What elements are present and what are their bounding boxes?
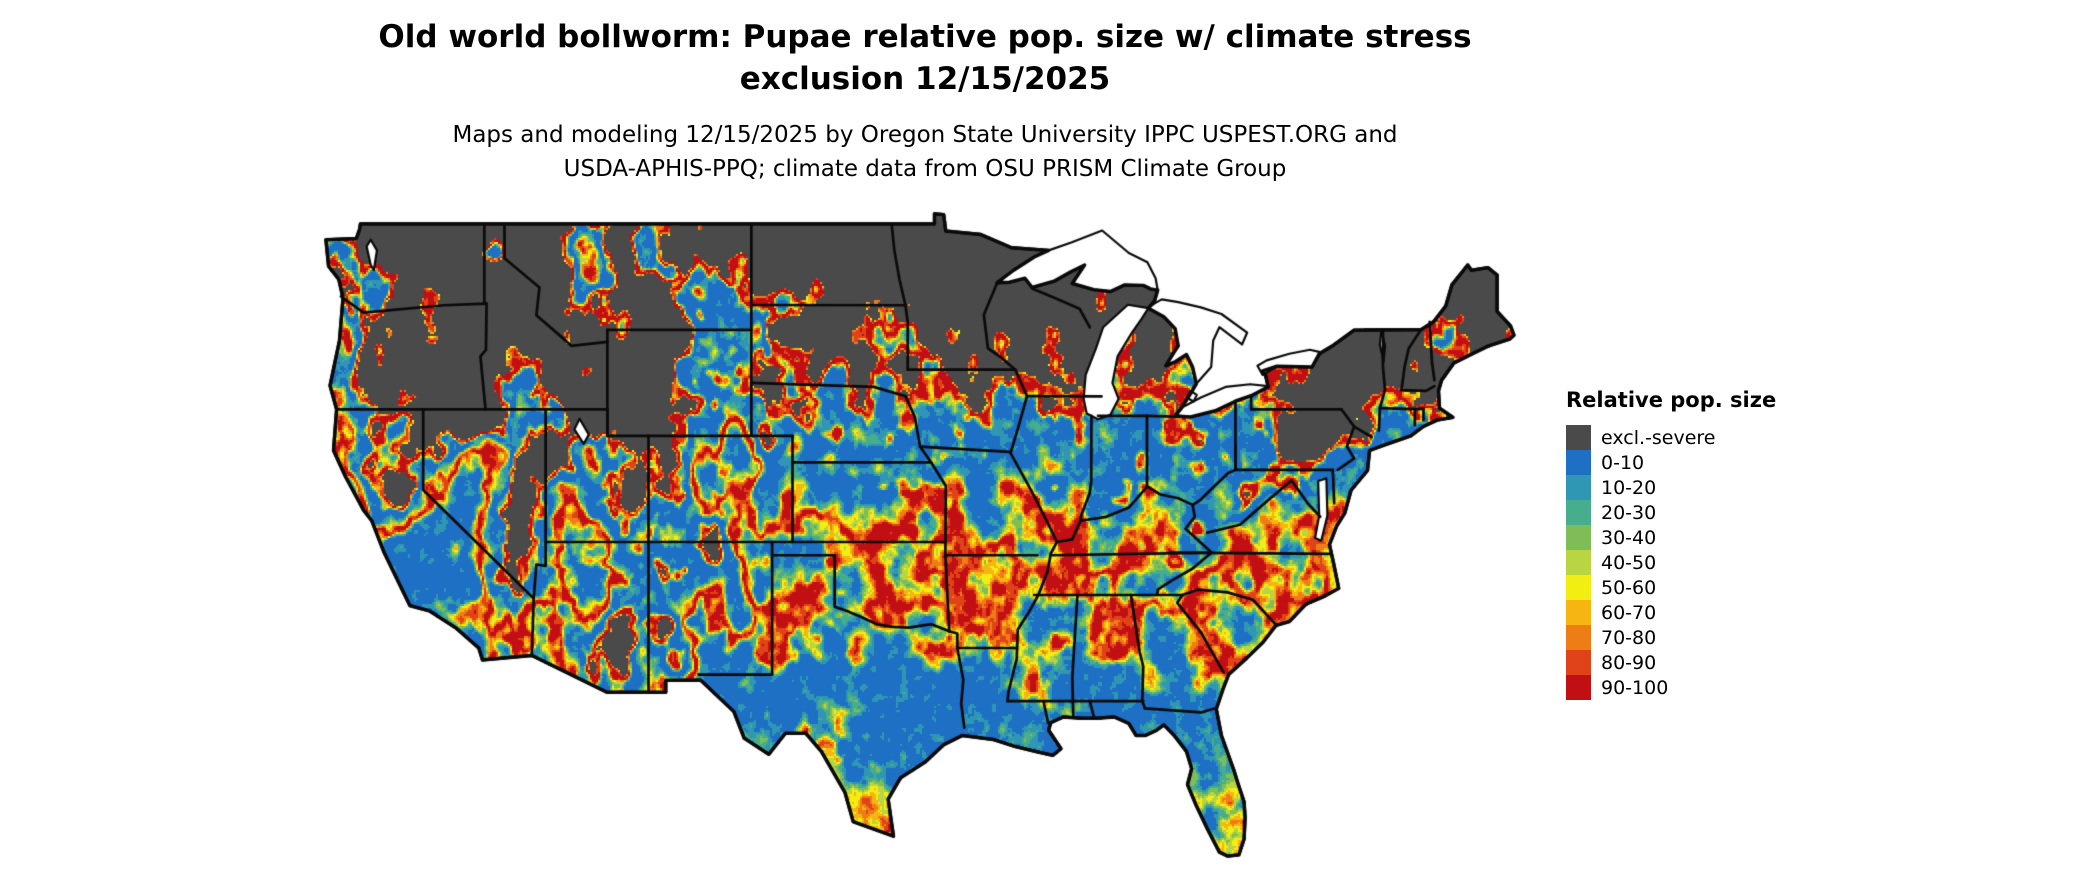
- page-title: Old world bollworm: Pupae relative pop. …: [260, 16, 1590, 100]
- legend-label: excl.-severe: [1601, 426, 1716, 449]
- legend: Relative pop. size excl.-severe 0-10 10-20…: [1566, 388, 1776, 700]
- legend-item: 70-80: [1566, 625, 1776, 650]
- legend-swatch: [1566, 575, 1591, 600]
- legend-item: 50-60: [1566, 575, 1776, 600]
- us-choropleth-map-canvas: [308, 200, 1528, 876]
- legend-swatch: [1566, 625, 1591, 650]
- legend-swatch: [1566, 675, 1591, 700]
- legend-label: 90-100: [1601, 676, 1669, 699]
- legend-item: 20-30: [1566, 500, 1776, 525]
- legend-item: 0-10: [1566, 450, 1776, 475]
- legend-label: 10-20: [1601, 476, 1657, 499]
- legend-item: excl.-severe: [1566, 425, 1776, 450]
- legend-label: 20-30: [1601, 501, 1657, 524]
- legend-item: 40-50: [1566, 550, 1776, 575]
- legend-item: 90-100: [1566, 675, 1776, 700]
- legend-swatch: [1566, 500, 1591, 525]
- legend-items: excl.-severe 0-10 10-20 20-30 30-40 40-50 50-6…: [1566, 425, 1776, 700]
- map-title-line2: exclusion 12/15/2025: [739, 61, 1111, 97]
- legend-label: 60-70: [1601, 601, 1657, 624]
- legend-label: 40-50: [1601, 551, 1657, 574]
- legend-swatch: [1566, 550, 1591, 575]
- legend-item: 60-70: [1566, 600, 1776, 625]
- map-subtitle-line1: Maps and modeling 12/15/2025 by Oregon S…: [452, 122, 1398, 148]
- map-subtitle-line2: USDA-APHIS-PPQ; climate data from OSU PR…: [563, 156, 1287, 182]
- legend-swatch: [1566, 425, 1591, 450]
- legend-swatch: [1566, 475, 1591, 500]
- legend-label: 50-60: [1601, 576, 1657, 599]
- legend-swatch: [1566, 450, 1591, 475]
- map-subtitle: Maps and modeling 12/15/2025 by Oregon S…: [260, 118, 1590, 186]
- legend-swatch: [1566, 600, 1591, 625]
- legend-label: 70-80: [1601, 626, 1657, 649]
- legend-swatch: [1566, 525, 1591, 550]
- legend-item: 30-40: [1566, 525, 1776, 550]
- legend-label: 30-40: [1601, 526, 1657, 549]
- legend-title: Relative pop. size: [1566, 388, 1777, 412]
- legend-swatch: [1566, 650, 1591, 675]
- legend-item: 10-20: [1566, 475, 1776, 500]
- legend-label: 0-10: [1601, 451, 1645, 474]
- legend-item: 80-90: [1566, 650, 1776, 675]
- legend-label: 80-90: [1601, 651, 1657, 674]
- map-title-line1: Old world bollworm: Pupae relative pop. …: [378, 19, 1472, 55]
